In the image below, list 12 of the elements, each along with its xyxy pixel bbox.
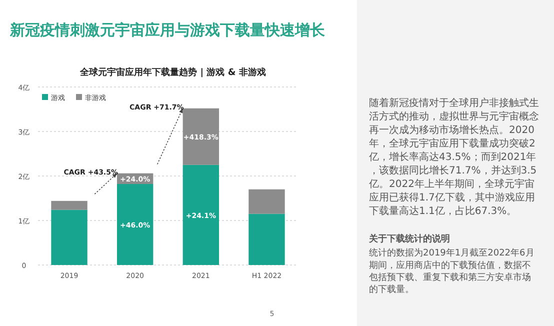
- text: 随着新冠疫情对于全球用户非接触式生活方式的推动，虚拟世界与元宇宙概念再一次成为移动市场增长热点。2020年，全球元宇宙应用下载量成功突破2亿，增长率高达43.5%；而到2021年，该数据同比增长71.7%，并达到3.5亿。2022年上半年期间，全球元宇宙应用已获得1.7亿下载，其中游戏应用下载量高达1.1亿，占比67.3%。: [369, 98, 539, 217]
- text: 统计的数据为2019年1月截至2022年6月期间，应用商店中的下载预估值，数据不包括预下载、重复下载和第三方安卓市场的下载量。: [369, 248, 534, 296]
- chart-subtitle: 全球元宇宙应用年下载量趋势 | 游戏 & 非游戏: [79, 67, 266, 78]
- bar: [51, 200, 88, 210]
- bar: [182, 108, 220, 165]
- bar: [51, 210, 88, 265]
- text: 关于下载统计的说明: [368, 234, 450, 244]
- bar: [116, 184, 154, 265]
- chart-title: 新冠疫情刺激元宇宙应用与游戏下载量快速增长: [9, 21, 326, 39]
- bar: [182, 164, 220, 265]
- bar: [248, 189, 285, 214]
- bar: [248, 214, 285, 265]
